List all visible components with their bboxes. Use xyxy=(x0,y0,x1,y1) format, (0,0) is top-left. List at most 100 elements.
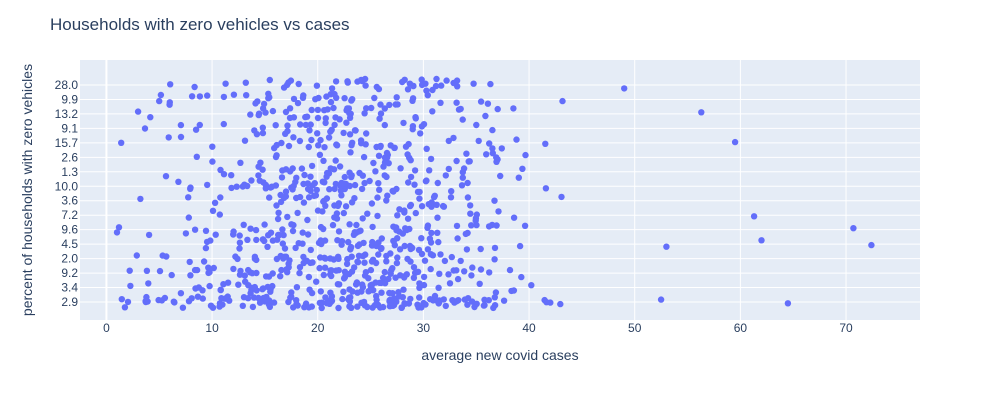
data-point xyxy=(422,80,429,87)
data-point xyxy=(248,177,255,184)
data-point xyxy=(327,255,334,262)
data-point xyxy=(243,92,250,99)
y-axis-ticks: 2.93.49.22.04.59.67.23.610.01.32.615.79.… xyxy=(55,78,79,309)
data-point xyxy=(118,139,125,146)
data-point xyxy=(237,159,244,166)
data-point xyxy=(233,183,240,190)
data-point xyxy=(421,257,429,264)
data-point xyxy=(376,304,384,311)
data-point xyxy=(404,86,412,93)
data-point xyxy=(370,159,377,167)
data-point xyxy=(472,215,480,222)
data-point xyxy=(446,280,454,287)
data-point xyxy=(407,295,414,303)
data-point xyxy=(371,94,378,102)
data-point xyxy=(273,202,280,209)
data-point xyxy=(424,92,431,99)
data-point xyxy=(327,165,334,172)
data-point xyxy=(292,244,299,252)
data-point xyxy=(506,266,514,274)
data-point xyxy=(362,251,369,258)
data-point xyxy=(193,153,200,160)
data-point xyxy=(285,142,293,150)
data-point xyxy=(346,131,354,138)
data-point xyxy=(158,297,166,304)
data-point xyxy=(373,296,380,304)
data-point xyxy=(239,302,246,309)
data-point xyxy=(287,77,295,84)
data-point xyxy=(277,273,284,280)
data-point xyxy=(376,279,383,286)
data-point xyxy=(267,229,275,236)
data-point xyxy=(463,150,470,157)
data-point xyxy=(396,246,404,253)
data-point xyxy=(349,288,356,295)
data-point xyxy=(121,304,129,311)
data-point xyxy=(447,194,455,201)
data-point xyxy=(226,297,233,304)
data-point xyxy=(510,214,518,221)
data-point xyxy=(468,272,475,279)
data-point xyxy=(241,137,249,144)
data-point xyxy=(338,241,345,248)
data-point xyxy=(293,284,301,291)
data-point xyxy=(217,286,224,293)
data-point xyxy=(249,270,256,277)
data-point xyxy=(427,239,435,246)
data-point xyxy=(375,152,383,159)
data-point xyxy=(341,173,348,181)
data-point xyxy=(265,273,273,280)
data-point xyxy=(211,199,219,206)
data-point xyxy=(307,173,314,180)
data-point xyxy=(275,209,282,216)
data-point xyxy=(486,269,493,276)
data-point xyxy=(663,243,670,250)
data-point xyxy=(348,253,355,260)
data-point xyxy=(286,168,294,175)
data-point xyxy=(313,278,320,285)
data-point xyxy=(448,253,455,261)
data-point xyxy=(202,244,210,252)
data-point xyxy=(320,197,328,204)
data-point xyxy=(266,194,273,201)
data-point xyxy=(434,179,441,187)
data-point xyxy=(354,78,361,85)
data-point xyxy=(360,153,368,161)
data-point xyxy=(424,224,431,231)
data-point xyxy=(351,264,358,271)
data-point xyxy=(427,155,435,163)
data-point xyxy=(407,173,415,181)
data-point xyxy=(343,119,350,126)
data-point xyxy=(279,226,286,233)
data-point xyxy=(322,115,329,122)
data-point xyxy=(316,264,323,272)
data-point xyxy=(414,268,422,275)
data-point xyxy=(336,116,343,123)
data-point xyxy=(519,165,526,172)
data-point xyxy=(450,267,457,274)
data-point xyxy=(491,197,498,204)
data-point xyxy=(475,137,482,145)
data-point xyxy=(378,289,385,296)
data-point xyxy=(297,121,304,128)
data-point xyxy=(344,105,351,112)
data-point xyxy=(304,231,312,238)
data-point xyxy=(220,120,227,128)
y-tick-label: 13.2 xyxy=(55,107,79,121)
data-point xyxy=(500,297,508,304)
data-point xyxy=(320,271,327,279)
x-tick-label: 30 xyxy=(417,321,431,335)
data-point xyxy=(484,100,492,107)
data-point xyxy=(230,91,238,98)
data-point xyxy=(255,172,262,179)
data-point xyxy=(204,181,211,189)
y-tick-label: 2.9 xyxy=(61,295,78,309)
data-point xyxy=(332,78,340,85)
data-point xyxy=(351,181,359,189)
data-point xyxy=(557,300,564,308)
data-point xyxy=(296,137,304,145)
data-point xyxy=(558,193,565,201)
data-point xyxy=(542,185,550,192)
data-point xyxy=(347,149,354,156)
data-point xyxy=(289,186,296,193)
